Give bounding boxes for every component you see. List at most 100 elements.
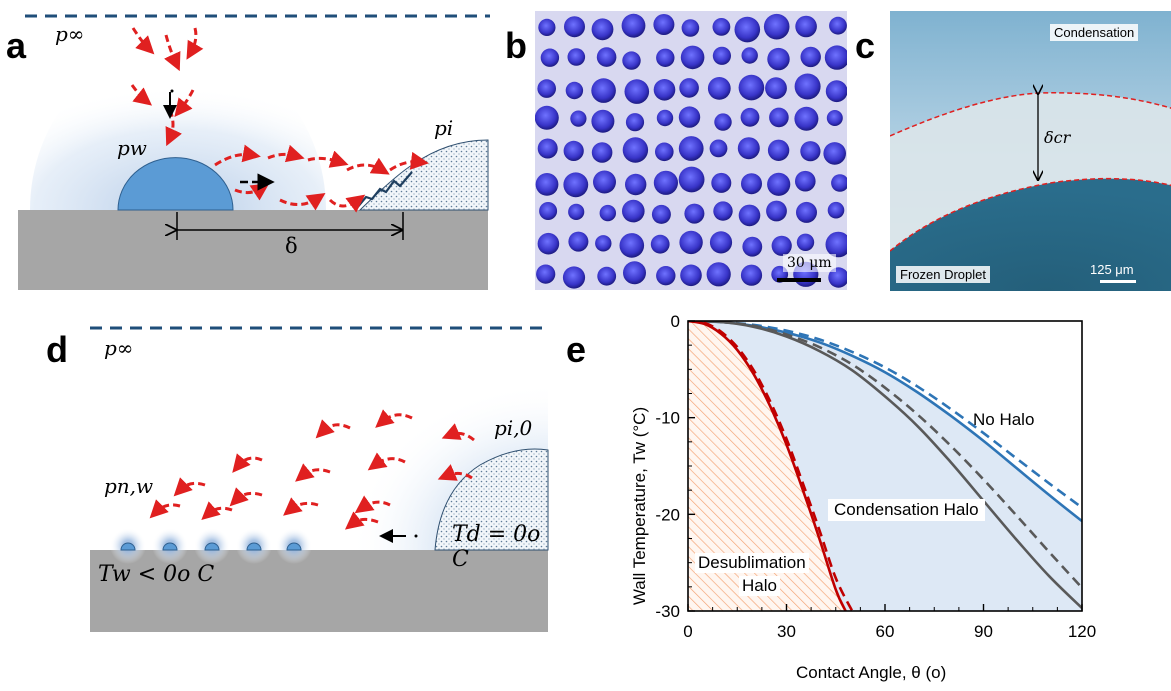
scale-bar-c	[1100, 280, 1136, 283]
vapor-flux-arrows	[130, 27, 429, 213]
label-p-w: pw	[117, 136, 147, 160]
condensate-droplet	[763, 13, 790, 40]
frozen-droplet	[358, 139, 489, 211]
micrograph-frozen-droplet	[890, 11, 1171, 291]
condensate-droplet	[827, 201, 845, 219]
condensate-droplet	[825, 231, 847, 258]
condensate-droplet	[737, 137, 760, 160]
condensate-droplet	[712, 46, 731, 65]
condensate-droplet	[709, 231, 733, 254]
panel-letter-d: d	[46, 329, 68, 370]
condensate-droplet	[537, 232, 560, 255]
condensate-droplet	[537, 79, 556, 98]
condensate-droplet	[567, 48, 586, 66]
label-p-inf-a: p∞	[55, 22, 85, 46]
condensate-droplet	[624, 79, 650, 104]
condensate-droplet	[796, 233, 815, 251]
desublimation-halo-region	[688, 321, 846, 611]
condensate-droplet	[568, 231, 589, 252]
condensate-droplet	[680, 264, 702, 287]
condensate-droplet	[738, 204, 761, 227]
condensate-droplet	[538, 18, 556, 36]
panel-letter-b: b	[505, 25, 527, 66]
condensate-droplet	[825, 80, 847, 103]
condensate-droplet	[767, 139, 790, 161]
substrate-d	[90, 550, 548, 632]
panel-c: c Condensation Frozen Droplet δcr 125 μm	[850, 0, 1171, 300]
condensate-droplet	[563, 172, 589, 198]
label-p-inf-d: p∞	[104, 336, 134, 360]
y-tick-label: -20	[655, 505, 680, 524]
condensate-droplet	[741, 47, 758, 64]
scale-bar-b	[777, 278, 821, 282]
label-p-nw: pn,w	[104, 474, 154, 498]
micrograph-condensation	[535, 11, 847, 290]
condensate-droplet	[596, 47, 617, 67]
label-T-w: Tw < 0o C	[98, 562, 215, 587]
x-tick-label: 120	[1068, 622, 1096, 641]
condensate-droplet	[537, 138, 558, 159]
x-tick-label: 0	[683, 622, 692, 641]
y-tick-label: 0	[671, 312, 680, 331]
halo-zone	[890, 92, 1171, 251]
frozen-droplet-region	[890, 178, 1171, 291]
condensate-droplet	[678, 166, 705, 193]
label-T-d: Td = 0o C	[452, 522, 541, 572]
panel-d-diagram	[90, 326, 549, 632]
condensate-droplet	[824, 45, 847, 70]
condensate-droplet	[740, 264, 763, 286]
water-droplet	[117, 157, 234, 211]
condensate-droplet	[599, 204, 616, 222]
condensate-droplet	[591, 142, 613, 163]
condensate-droplet	[707, 77, 731, 100]
y-axis-label: Wall Temperature, Tw (°C)	[630, 406, 649, 606]
panel-d: d p∞ pn,w pi,0 Td = 0o C Tw < 0o C	[0, 300, 560, 691]
flux-dot-d	[414, 534, 418, 538]
condensate-droplet	[681, 19, 700, 37]
condensate-droplet	[540, 48, 560, 67]
condensate-droplet	[711, 172, 732, 193]
condensate-droplet	[678, 136, 704, 161]
panel-letter-c: c	[855, 25, 876, 66]
condensate-droplet	[591, 18, 614, 41]
panel-a-diagram	[18, 14, 490, 290]
condensate-droplet	[656, 48, 675, 67]
condensate-droplet	[828, 267, 847, 288]
x-tick-label: 60	[876, 622, 895, 641]
condensate-droplet	[650, 234, 670, 254]
region-label-condensation-halo: Condensation Halo	[828, 499, 985, 521]
condensate-droplet	[826, 110, 843, 126]
frost-dendrite	[355, 171, 413, 210]
condensate-droplet	[621, 13, 646, 38]
flux-dot	[170, 89, 174, 93]
label-p-i: pi	[434, 116, 454, 140]
condensate-droplet	[742, 236, 763, 257]
condensate-droplet	[653, 170, 678, 195]
panel-b: b 30 μm	[495, 0, 850, 300]
condensate-droplet	[679, 230, 703, 255]
label-delta-cr: δcr	[1044, 128, 1071, 147]
condensate-droplet	[740, 107, 760, 127]
condensate-droplet	[712, 18, 731, 36]
condensate-droplet	[741, 173, 762, 195]
frozen-droplet-d	[434, 448, 549, 551]
condensate-droplet	[706, 262, 731, 287]
condensate-droplet	[623, 261, 646, 285]
label-condensation: Condensation	[1050, 24, 1139, 41]
vapor-flux-arrows-d	[149, 409, 475, 530]
condensate-droplet	[831, 174, 847, 192]
panel-e: e 0 30 60 90 120 0 -10 -20 -30 No Halo Condensat…	[560, 300, 1171, 691]
condensate-droplet	[539, 202, 558, 220]
x-axis-label: Contact Angle, θ (o)	[796, 663, 947, 682]
panel-letter-e: e	[566, 329, 587, 370]
region-label-halo: Halo	[739, 576, 780, 596]
condensate-droplet	[765, 77, 787, 100]
panel-letter-a: a	[6, 25, 27, 66]
y-tick-label: -30	[655, 602, 680, 621]
condensate-droplet	[622, 51, 641, 70]
condensate-droplet	[771, 235, 792, 256]
panel-a: a p∞ pw pi δ	[0, 0, 500, 300]
condensate-droplet	[622, 199, 645, 223]
condensate-droplet	[595, 235, 612, 252]
condensate-droplet	[570, 110, 587, 127]
